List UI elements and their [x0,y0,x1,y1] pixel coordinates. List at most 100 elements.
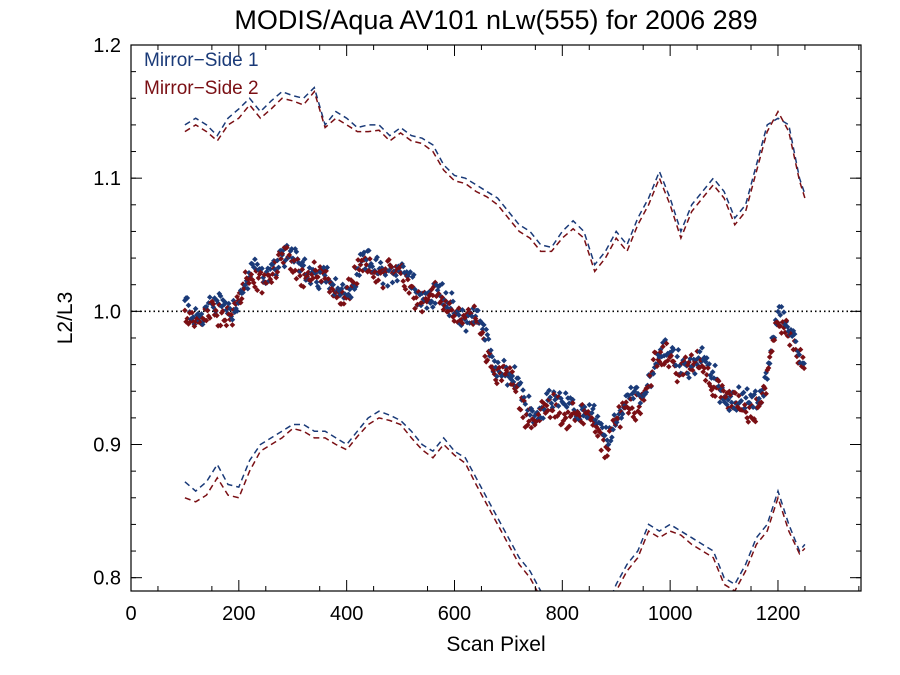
series-1-point [384,283,391,289]
series-1-point [741,405,748,411]
series-2-point [254,287,261,294]
series-2-lower-line [184,417,806,591]
series-1-point [619,411,626,417]
series-2-point [594,433,601,439]
x-axis-label: Scan Pixel [446,633,545,656]
series-2-point [801,365,807,372]
series-1-point [527,412,533,418]
series-2-point [665,363,672,370]
series-1-point [501,357,507,364]
series-1-point [674,353,681,360]
series-1-point [495,359,501,366]
series-1-point [726,407,733,414]
series-2-point [268,279,275,286]
series-1-point [293,248,300,255]
series-2-point [783,317,790,324]
series-1-point [389,279,396,286]
series-2-point [228,311,235,318]
series-2-point [800,354,806,361]
series-1-point [605,441,612,448]
series-1-point [696,348,703,355]
series-2-point [763,390,769,397]
series-1-point [252,256,258,263]
series-2-point [682,354,689,361]
series-2-point [354,280,360,287]
series-1-point [548,400,555,407]
series-1-point [792,338,799,345]
series-2-point [752,418,759,425]
series-1-point [407,269,414,275]
series-2-point [314,274,321,280]
series-1-point [555,403,562,409]
series-1-point [254,261,261,268]
series-1-lower-line [184,410,806,591]
series-2-point [238,295,245,302]
series-1-point [569,396,576,403]
series-1-point [192,305,199,312]
series-2-point [246,280,252,287]
series-2-point [250,279,257,286]
series-2-point [482,353,488,360]
legend: Mirror−Side 1 Mirror−Side 2 [144,50,259,99]
series-1-point [611,412,618,418]
series-2-point [212,307,219,314]
series-1-point [547,394,554,401]
series-2-point [600,437,607,443]
series-2-point [402,286,409,293]
series-1-point [515,375,522,382]
series-1-point [743,394,749,401]
series-1-point [382,272,389,278]
series-1-point [778,303,785,310]
series-1-point [206,294,213,301]
series-2-point [648,382,654,389]
series-2-point [556,410,563,416]
series-2-point [523,411,530,418]
series-1-point [791,331,798,337]
series-2-point [400,278,407,284]
series-2-point [765,365,772,371]
series-2-point [702,377,709,384]
series-2-point [614,415,621,422]
series-2-point [562,415,569,421]
series-1-point [522,401,529,407]
series-2-point [701,365,708,371]
x-tick-label: 400 [330,603,363,625]
series-2-point [223,322,230,329]
series-2-point [520,414,526,421]
series-2-point [580,420,587,427]
series-1-point [633,384,640,391]
series-2-point [623,399,629,406]
series-1-point [198,311,205,317]
series-2-point [222,317,229,324]
series-2-point [370,274,377,280]
series-1-point [588,410,595,416]
series-1-point [699,344,705,351]
series-2-point [517,406,524,413]
series-1-point [494,373,500,380]
y-tick-label: 1.0 [93,301,121,323]
series-1-point [301,256,308,262]
series-1-point [712,362,718,369]
series-2-point [297,272,303,279]
x-tick-label: 600 [438,603,471,625]
series-1-point [281,263,288,270]
series-1-point [450,298,456,305]
series-1-point [738,397,745,404]
series-1-point [432,300,439,307]
series-2-point [598,447,605,454]
series-2-point [543,402,550,409]
series-1-point [517,379,524,386]
series-2-point [459,320,466,327]
x-tick-label: 800 [546,603,579,625]
series-2-point [406,290,412,296]
series-2-point [732,390,739,396]
series-1-point [332,275,339,282]
series-2-point [471,303,478,310]
series-2-point [507,364,513,371]
series-1-point [706,361,713,367]
series-2-point [413,294,420,301]
series-1-point [563,404,570,410]
series-1-point [234,308,240,314]
series-2-point [300,283,307,290]
